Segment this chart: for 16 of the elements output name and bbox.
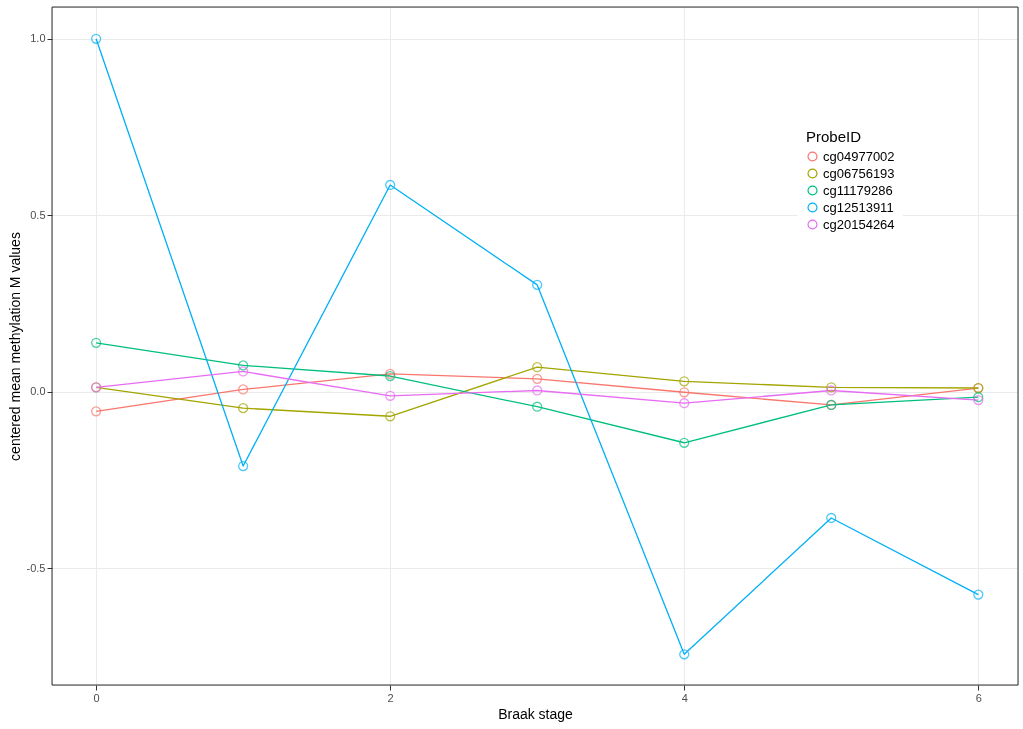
legend-label: cg20154264: [823, 216, 895, 232]
legend-label: cg04977002: [823, 148, 895, 164]
x-tick-label: 2: [387, 691, 394, 704]
x-tick-label: 0: [93, 691, 100, 704]
x-tick-label: 6: [975, 691, 982, 704]
legend-label: cg12513911: [823, 199, 894, 215]
x-tick-label: 4: [681, 691, 688, 704]
y-tick-label: 0.5: [30, 208, 46, 221]
y-tick-label: -0.5: [26, 561, 46, 574]
y-tick-label: 1.0: [30, 32, 46, 45]
y-tick-label: 0.0: [30, 385, 46, 398]
legend-title: ProbeID: [806, 128, 862, 145]
legend-label: cg11179286: [823, 182, 893, 198]
y-axis-title: centered mean methylation M values: [6, 232, 23, 461]
legend-label: cg06756193: [823, 165, 895, 181]
x-axis-title: Braak stage: [498, 705, 574, 722]
